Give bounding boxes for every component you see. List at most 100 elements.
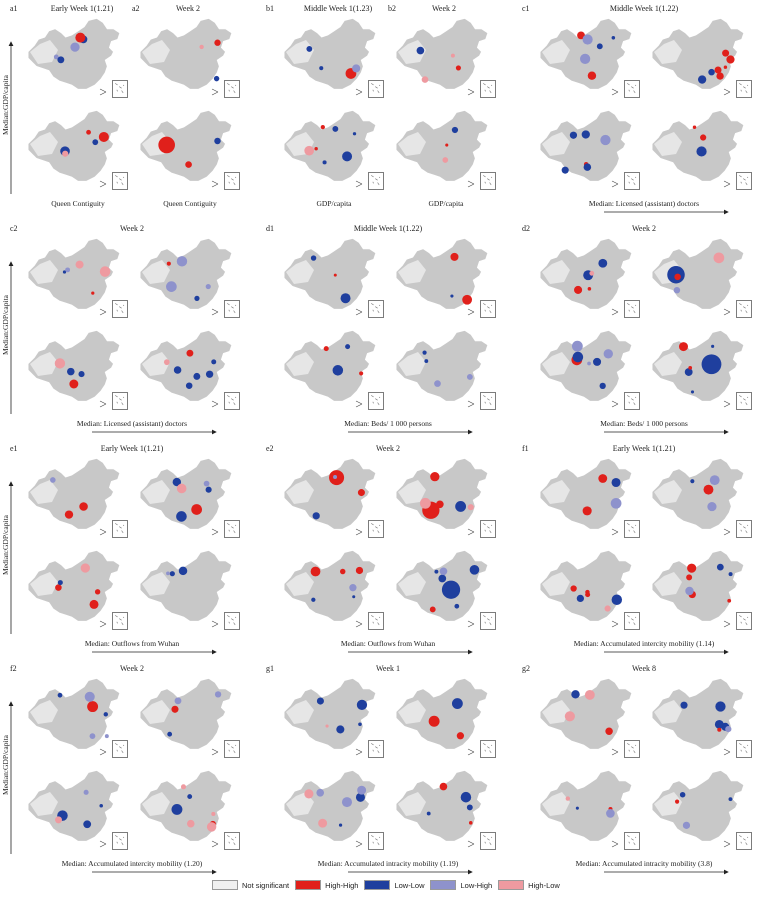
cluster-region — [564, 711, 575, 722]
cluster-region — [708, 68, 715, 76]
cluster-region — [75, 32, 86, 43]
cluster-region — [99, 804, 103, 808]
map-e1-3 — [27, 549, 128, 630]
map-c2-3 — [27, 329, 128, 410]
cluster-region — [421, 76, 429, 83]
map-f1-1 — [539, 457, 640, 538]
cluster-region — [91, 291, 95, 295]
cluster-region — [322, 160, 327, 165]
bottom-label: GDP/capita — [429, 199, 465, 208]
map-d2-1 — [539, 237, 640, 318]
cluster-region — [686, 574, 693, 581]
cluster-region — [429, 606, 436, 613]
cluster-region — [174, 697, 182, 705]
cluster-region — [355, 566, 364, 575]
cluster-region — [180, 784, 187, 790]
cluster-region — [725, 725, 732, 733]
cluster-region — [213, 75, 220, 82]
cluster-region — [206, 822, 217, 832]
cluster-region — [67, 367, 75, 376]
map-e2-1 — [283, 457, 384, 538]
cluster-region — [701, 354, 722, 375]
cluster-region — [583, 163, 592, 171]
cluster-region — [104, 734, 109, 739]
cluster-region — [581, 130, 590, 139]
panel-label-d1: d1 — [266, 224, 274, 233]
panel-label-g1: g1 — [266, 664, 274, 673]
cluster-region — [311, 597, 316, 602]
cluster-region — [187, 794, 193, 799]
cluster-region — [438, 574, 447, 583]
bottom-label: GDP/capita — [317, 199, 353, 208]
panel-label-g2: g2 — [522, 664, 530, 673]
map-d1-3 — [283, 329, 384, 410]
cluster-region — [352, 64, 361, 73]
cluster-region — [338, 823, 343, 827]
cluster-region — [434, 380, 441, 387]
cluster-region — [185, 382, 193, 390]
cluster-region — [205, 283, 211, 290]
cluster-region — [158, 136, 175, 154]
map-b-3 — [283, 109, 384, 190]
map-f2-4 — [139, 769, 240, 850]
cluster-region — [98, 131, 109, 143]
cluster-region — [357, 489, 365, 497]
cluster-region — [455, 65, 461, 71]
cluster-region — [684, 368, 693, 376]
panel-label-c1: c1 — [522, 4, 530, 13]
panel-e2: e2 Week 2 Median: Outflows from Wuhan — [266, 444, 496, 655]
cluster-region — [599, 382, 606, 390]
panel-label-a2: a2 — [132, 4, 140, 13]
map-f2-1 — [27, 677, 128, 758]
map-f2-3 — [27, 769, 128, 850]
panel-c1: c1 Middle Week 1(1.22) Median: Licensed (a… — [522, 4, 752, 215]
cluster-region — [575, 806, 579, 810]
panel-c2: c2 Week 2 Median:GDP/capita Median: License… — [1, 224, 240, 435]
cluster-region — [167, 731, 173, 737]
cluster-region — [571, 690, 580, 699]
map-e2-4 — [395, 549, 496, 630]
panel-title-g2: Week 8 — [632, 664, 656, 673]
cluster-region — [450, 294, 454, 298]
cluster-region — [596, 43, 603, 50]
map-b-2 — [395, 17, 496, 98]
cluster-region — [323, 346, 329, 352]
panel-title-d1: Middle Week 1(1.22) — [354, 224, 423, 233]
cluster-region — [698, 75, 707, 84]
panel-label-b2: b2 — [388, 4, 396, 13]
legend-item-low-high: Low-High — [430, 880, 492, 890]
bottom-label: Median: Beds/ 1 000 persons — [344, 419, 432, 428]
cluster-region — [587, 71, 597, 80]
cluster-region — [199, 44, 204, 50]
cluster-region — [707, 502, 717, 512]
cluster-region — [690, 479, 695, 484]
map-g2-1 — [539, 677, 640, 758]
cluster-region — [584, 689, 595, 700]
panel-title-e1: Early Week 1(1.21) — [101, 444, 164, 453]
cluster-region — [166, 261, 171, 266]
cluster-region — [340, 293, 351, 304]
bottom-label: Queen Contiguity — [163, 199, 217, 208]
panel-title-c2: Week 2 — [120, 224, 144, 233]
cluster-region — [205, 486, 212, 493]
cluster-region — [711, 344, 715, 348]
cluster-region — [176, 483, 187, 494]
cluster-region — [57, 56, 65, 64]
legend-item-low-low: Low-Low — [364, 880, 424, 890]
cluster-region — [703, 484, 714, 495]
cluster-region — [304, 789, 314, 799]
cluster-region — [70, 42, 80, 52]
cluster-region — [426, 811, 431, 816]
cluster-region — [357, 785, 367, 795]
legend-swatch-low-high — [430, 880, 457, 890]
cluster-region — [587, 361, 591, 366]
cluster-region — [310, 566, 321, 577]
cluster-region — [57, 692, 63, 698]
map-b-4 — [395, 109, 496, 190]
map-c1-3 — [539, 109, 640, 190]
cluster-region — [610, 497, 622, 509]
map-c1-2 — [651, 17, 752, 98]
map-a-2 — [139, 17, 240, 98]
legend-label-high-low: High-Low — [528, 880, 560, 890]
